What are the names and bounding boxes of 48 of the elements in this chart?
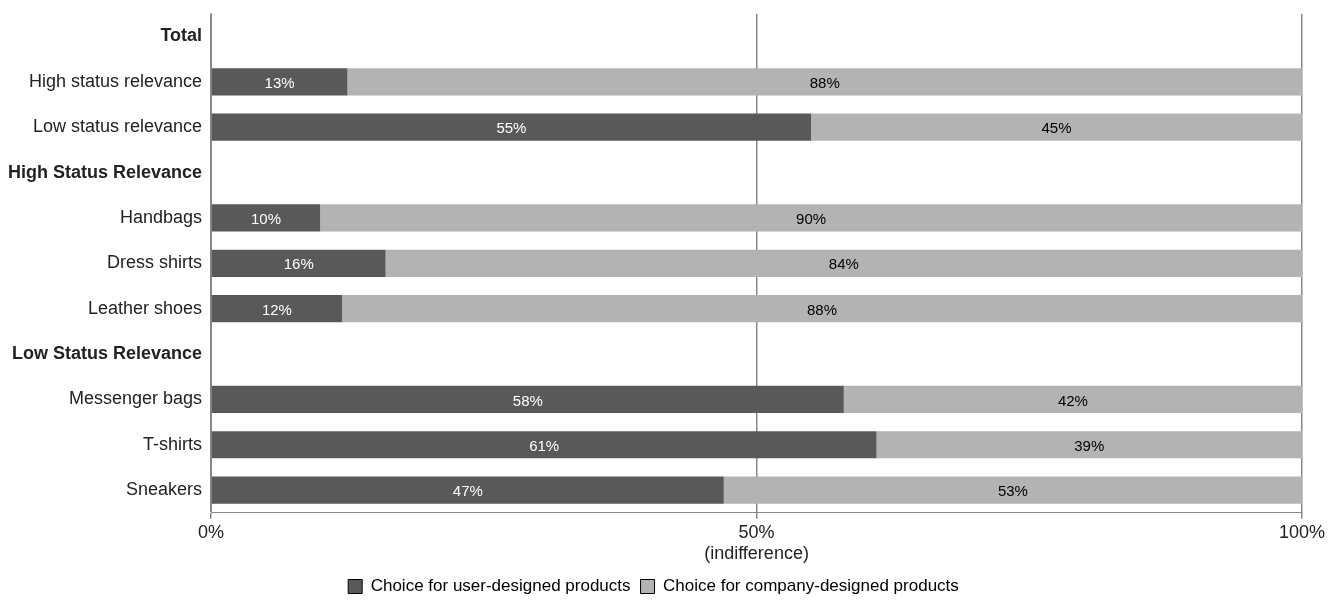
legend-label: Choice for user-designed products	[370, 576, 631, 596]
data-label: 47%	[452, 482, 483, 500]
y-tick-label: T-shirts	[143, 433, 203, 454]
y-tick-label: Low status relevance	[32, 116, 203, 137]
x-tick-label: 50% (indifference)	[704, 521, 809, 564]
bar	[843, 385, 1302, 413]
y-tick-label: Messenger bags	[68, 388, 203, 409]
y-tick-label: Low Status Relevance	[11, 343, 203, 363]
bar	[211, 113, 812, 141]
legend-label: Choice for company-designed products	[663, 576, 959, 596]
data-label: 90%	[796, 210, 827, 228]
bar	[211, 249, 386, 277]
data-label: 13%	[264, 73, 295, 91]
y-tick-label: High status relevance	[28, 70, 203, 91]
bar	[211, 68, 348, 96]
y-tick-label: Total	[160, 25, 203, 46]
data-label: 88%	[806, 300, 837, 318]
data-label: 16%	[283, 255, 314, 273]
bar	[211, 431, 877, 459]
bar	[723, 476, 1302, 504]
data-label: 45%	[1041, 119, 1072, 137]
y-tick-label: Sneakers	[126, 479, 203, 500]
bar	[341, 295, 1302, 323]
bar	[211, 476, 724, 504]
bar	[211, 204, 321, 232]
x-tick-label: 0%	[198, 521, 225, 542]
data-label: 84%	[828, 255, 859, 273]
bar	[385, 249, 1302, 277]
data-label: 55%	[496, 119, 527, 137]
y-tick-label: Dress shirts	[107, 252, 203, 273]
data-label: 42%	[1057, 391, 1088, 409]
data-label: 12%	[261, 300, 292, 318]
data-label: 88%	[809, 73, 840, 91]
data-label: 61%	[529, 436, 560, 454]
bar	[320, 204, 1302, 232]
data-label: 10%	[250, 210, 281, 228]
bar	[811, 113, 1302, 141]
y-tick-label: Handbags	[119, 206, 203, 227]
y-tick-label: Leather shoes	[87, 297, 203, 318]
x-tick-label: 100%	[1278, 521, 1326, 542]
bar	[211, 385, 844, 413]
bar	[211, 295, 342, 323]
data-label: 39%	[1074, 436, 1105, 454]
y-tick-label: High Status Relevance	[8, 161, 203, 182]
bar	[347, 68, 1302, 96]
bar	[876, 431, 1302, 459]
data-label: 53%	[997, 482, 1028, 500]
data-label: 58%	[512, 391, 543, 409]
